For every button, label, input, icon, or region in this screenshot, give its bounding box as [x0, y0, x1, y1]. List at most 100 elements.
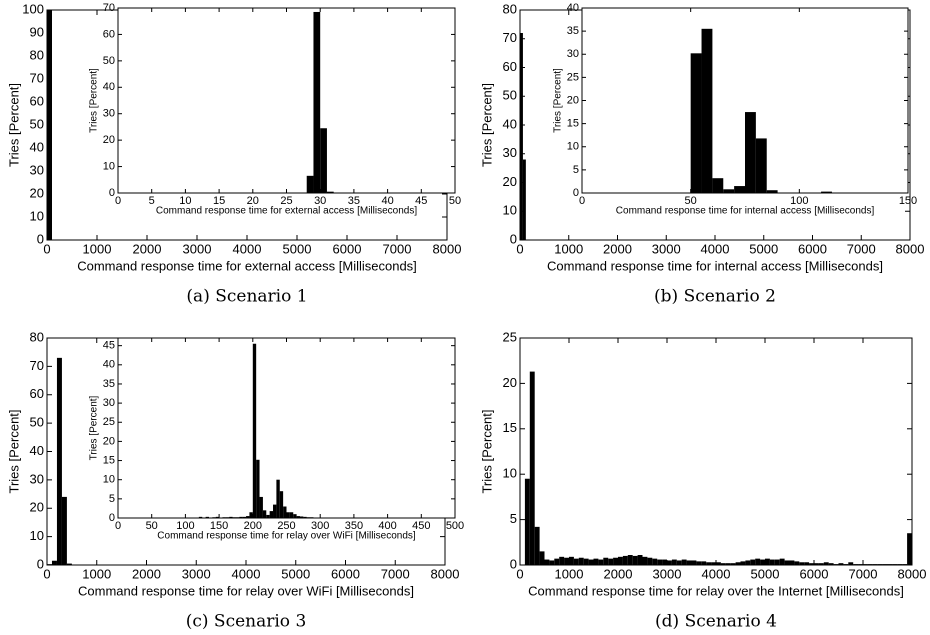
x-tick-label: 500: [446, 520, 464, 532]
histogram-bar: [734, 186, 745, 193]
y-tick-label: 0: [510, 231, 517, 246]
histogram-bar: [696, 561, 702, 565]
histogram-bar: [524, 478, 530, 565]
y-tick-label: 70: [503, 30, 517, 45]
histogram-bar: [588, 559, 594, 565]
x-tick-label: 3000: [182, 566, 211, 581]
histogram-bar: [603, 557, 609, 565]
y-tick-label: 15: [567, 118, 579, 130]
y-axis-label: Tries [Percent]: [6, 409, 21, 493]
x-axis-label: Command response time for external acces…: [156, 206, 417, 217]
y-tick-label: 80: [30, 47, 44, 62]
x-tick-label: 2000: [604, 566, 633, 581]
x-tick-label: 50: [449, 195, 461, 207]
y-tick-label: 25: [567, 71, 579, 83]
x-tick-label: 3000: [653, 566, 682, 581]
histogram-bar: [215, 516, 220, 518]
y-tick-label: 40: [103, 359, 115, 371]
histogram-bar: [755, 558, 761, 565]
histogram-bar: [701, 561, 707, 565]
y-tick-label: 0: [37, 231, 44, 246]
x-tick-label: 2000: [132, 566, 161, 581]
caption: (b) Scenario 2: [654, 287, 776, 307]
x-tick-label: 50: [146, 520, 158, 532]
histogram-bar: [627, 555, 633, 565]
x-tick-label: 6000: [798, 241, 827, 256]
x-tick-label: 35: [348, 195, 360, 207]
histogram-bar: [522, 159, 526, 240]
histogram-bar: [249, 512, 253, 518]
inset-chart: 0 50 100 150 0 5 10 15 20 25 30 35 40 Command respons…: [553, 2, 918, 217]
y-tick-label: 60: [103, 28, 115, 40]
histogram-bar: [712, 178, 724, 193]
histogram-bar: [671, 559, 677, 565]
histogram-bar: [559, 556, 565, 565]
x-tick-label: 450: [412, 520, 430, 532]
x-tick-label: 1000: [82, 566, 111, 581]
histogram-bar: [273, 504, 277, 518]
histogram-bar: [239, 516, 243, 518]
x-tick-label: 50: [685, 195, 697, 207]
x-tick-label: 0: [115, 520, 121, 532]
y-tick-label: 80: [30, 329, 44, 344]
x-tick-label: 300: [311, 520, 329, 532]
y-tick-label: 0: [109, 187, 115, 199]
y-axis-label: Tries [Percent]: [479, 409, 494, 493]
x-tick-label: 350: [345, 520, 363, 532]
x-tick-label: 1000: [555, 566, 584, 581]
histogram-bar: [51, 560, 57, 565]
histogram-bar: [608, 558, 614, 565]
y-tick-label: 60: [30, 93, 44, 108]
x-tick-label: 1000: [83, 241, 112, 256]
x-axis-label: Command response time for external acces…: [77, 258, 417, 273]
histogram-bar: [745, 560, 751, 565]
y-tick-label: 60: [503, 59, 517, 74]
y-axis-label: Tries [Percent]: [89, 68, 100, 133]
y-tick-label: 20: [503, 375, 517, 390]
inset-chart: 0 50 100 150 200 250 300 350 400 450 500 0 5 10 15 20 25…: [89, 337, 464, 542]
y-tick-label: 5: [109, 493, 115, 505]
histogram-bar: [716, 562, 721, 565]
histogram-bar: [583, 558, 589, 565]
y-tick-label: 0: [573, 187, 579, 199]
histogram-bar: [706, 562, 712, 565]
histogram-bar: [838, 563, 844, 565]
x-tick-label: 5000: [749, 241, 778, 256]
y-tick-label: 20: [503, 174, 517, 189]
x-tick-label: 0: [516, 566, 523, 581]
histogram-bar: [289, 512, 294, 518]
y-tick-label: 80: [503, 1, 517, 16]
y-tick-label: 15: [503, 420, 517, 435]
y-tick-label: 35: [567, 25, 579, 37]
histogram-bar: [779, 558, 785, 565]
x-tick-label: 7000: [849, 566, 878, 581]
histogram-bar: [283, 506, 287, 518]
plot-area: [118, 8, 455, 193]
x-tick-label: 5000: [283, 241, 312, 256]
histogram-bar: [539, 551, 545, 565]
histogram-bar: [765, 558, 770, 565]
histogram-bar: [821, 191, 832, 193]
x-axis-label: Command response time for relay over WiF…: [157, 531, 416, 542]
histogram-bar: [784, 560, 790, 565]
histogram-bar: [907, 533, 912, 565]
histogram-bar: [652, 558, 658, 565]
y-tick-label: 10: [503, 203, 517, 218]
histogram-bar: [229, 516, 233, 518]
y-tick-label: 40: [103, 81, 115, 93]
histogram-bar: [725, 563, 731, 565]
histogram-bar: [299, 516, 304, 518]
y-tick-label: 20: [103, 435, 115, 447]
y-tick-label: 25: [503, 329, 517, 344]
histogram-bar: [720, 563, 726, 565]
x-tick-label: 8000: [898, 566, 927, 581]
histogram-bar: [691, 560, 697, 565]
y-tick-label: 10: [503, 466, 517, 481]
histogram-bar: [529, 371, 535, 565]
histogram-bar: [279, 491, 284, 518]
histogram-bar: [205, 516, 209, 518]
histogram-bar: [252, 343, 257, 518]
y-tick-label: 45: [103, 340, 115, 352]
histogram-bar: [804, 562, 810, 565]
